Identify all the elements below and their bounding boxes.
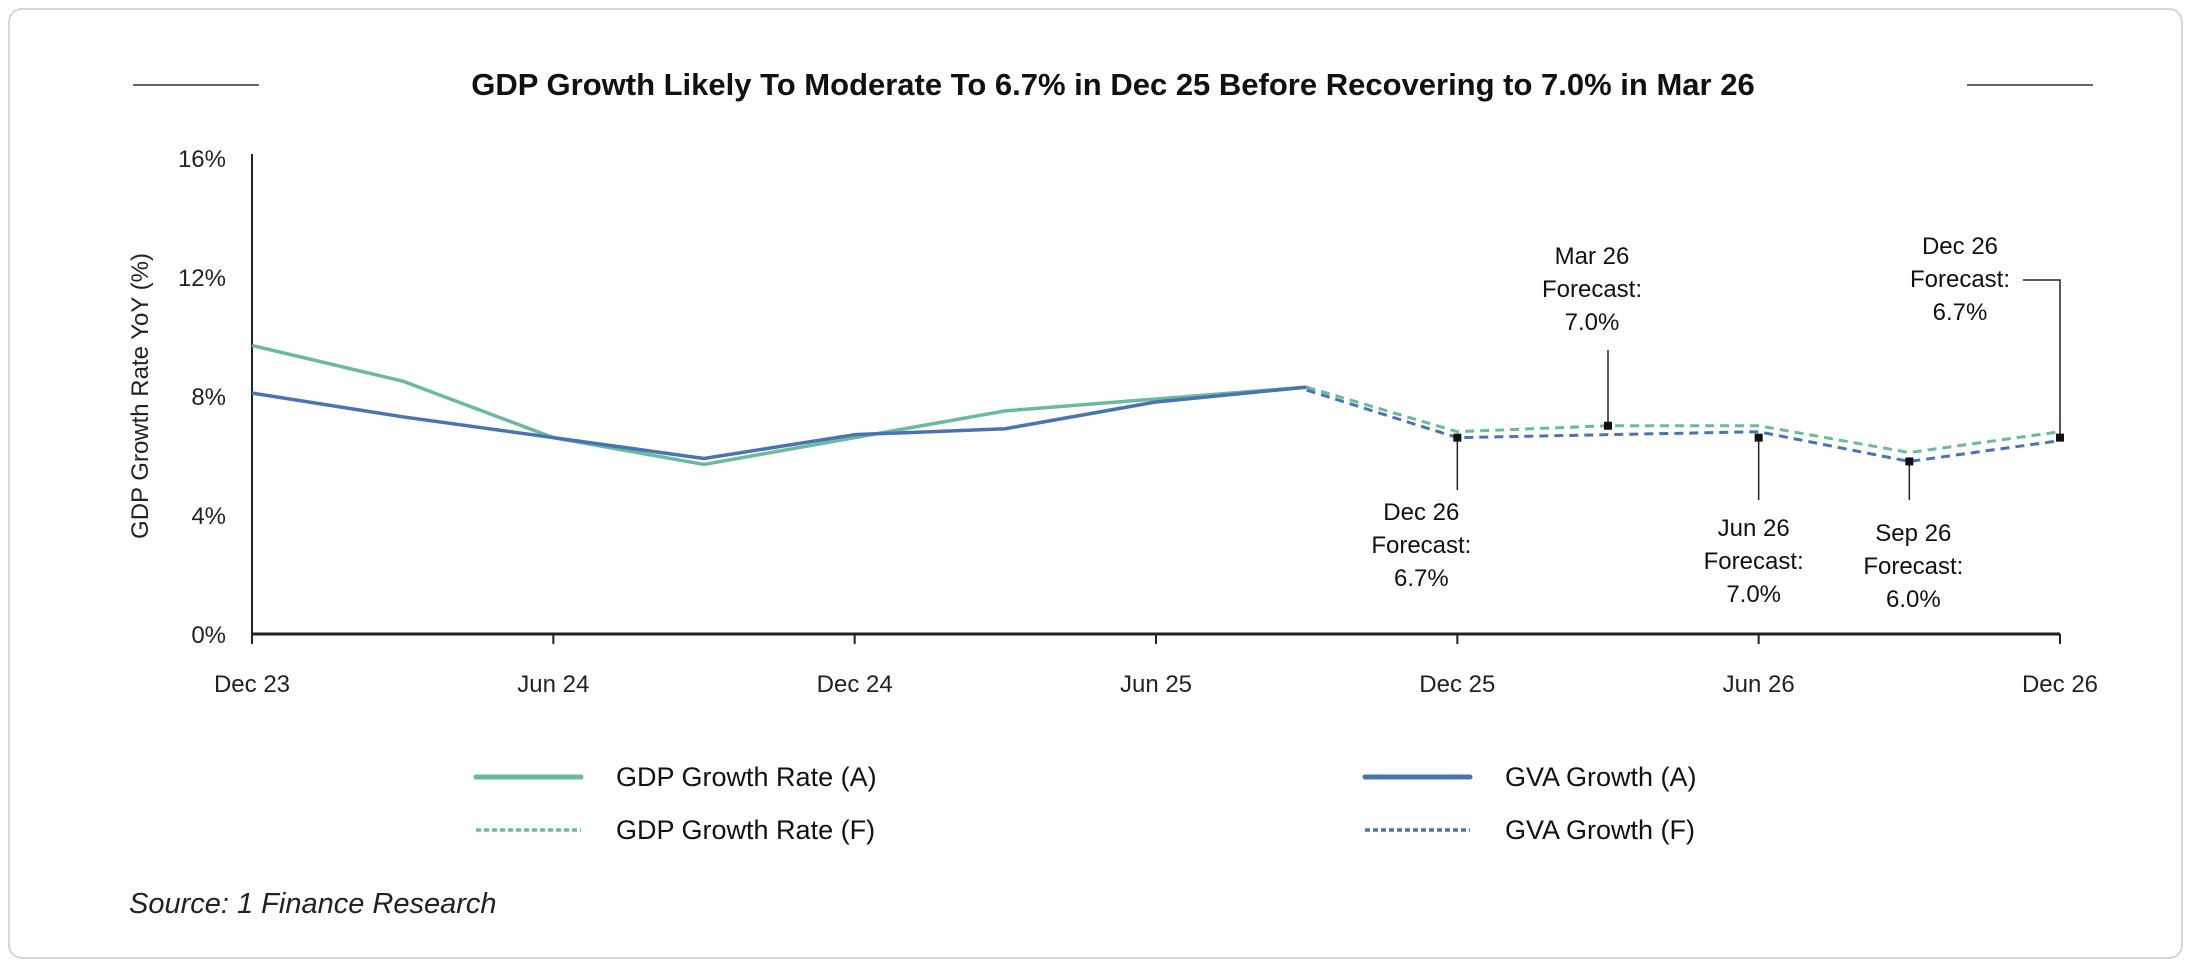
chart-card <box>8 8 2183 959</box>
annotation-label: Dec 26 <box>1383 499 1459 526</box>
annotation-marker <box>1453 433 1462 442</box>
y-axis-label: GDP Growth Rate YoY (%) <box>127 253 154 539</box>
annotation-marker <box>2056 433 2064 442</box>
annotation-label: Forecast: <box>1704 548 1804 575</box>
chart-title: GDP Growth Likely To Moderate To 6.7% in… <box>471 67 1754 102</box>
source-note: Source: 1 Finance Research <box>129 888 497 920</box>
annotation-marker <box>1754 433 1763 442</box>
annotation-label: Forecast: <box>1863 553 1963 580</box>
series-line-gva-growth-f <box>1306 388 2061 463</box>
x-tick-label: Dec 26 <box>2022 671 2098 698</box>
annotation-label: Mar 26 <box>1555 243 1630 270</box>
y-tick-label: 0% <box>191 622 226 649</box>
x-tick-label: Dec 24 <box>817 671 893 698</box>
series-line-gdp-growth-rate-a <box>251 343 1307 467</box>
x-tick-label: Jun 25 <box>1120 671 1192 698</box>
legend-label: GDP Growth Rate (F) <box>616 815 875 845</box>
x-tick-label: Dec 25 <box>1419 671 1495 698</box>
annotation-label: Sep 26 <box>1875 520 1951 547</box>
annotation-label: 6.0% <box>1886 586 1941 613</box>
legend-label: GDP Growth Rate (A) <box>616 762 877 792</box>
x-tick-label: Jun 24 <box>517 671 589 698</box>
series-line-gva-growth-a <box>251 385 1307 461</box>
annotation-label: Forecast: <box>1371 532 1471 559</box>
annotation-label: Forecast: <box>1910 266 2010 293</box>
series-line-gdp-growth-rate-f <box>1306 385 2061 455</box>
annotation-marker <box>1905 457 1914 466</box>
annotation-label: 6.7% <box>1933 299 1988 326</box>
legend-label: GVA Growth (A) <box>1505 762 1697 792</box>
annotation-label: Dec 26 <box>1922 233 1998 260</box>
y-tick-label: 8% <box>191 384 226 411</box>
y-tick-label: 12% <box>178 265 226 292</box>
y-tick-label: 16% <box>178 146 226 173</box>
annotation-marker <box>1604 421 1612 430</box>
annotation-label: Jun 26 <box>1718 515 1790 542</box>
annotation-label: Forecast: <box>1542 276 1642 303</box>
annotation-label: 7.0% <box>1726 581 1781 608</box>
x-tick-label: Dec 23 <box>214 671 290 698</box>
annotation-leader <box>2023 279 2061 438</box>
y-tick-label: 4% <box>191 503 226 530</box>
legend-label: GVA Growth (F) <box>1505 815 1695 845</box>
annotation-label: 6.7% <box>1394 565 1449 592</box>
annotation-label: 7.0% <box>1565 309 1620 336</box>
x-tick-label: Jun 26 <box>1723 671 1795 698</box>
